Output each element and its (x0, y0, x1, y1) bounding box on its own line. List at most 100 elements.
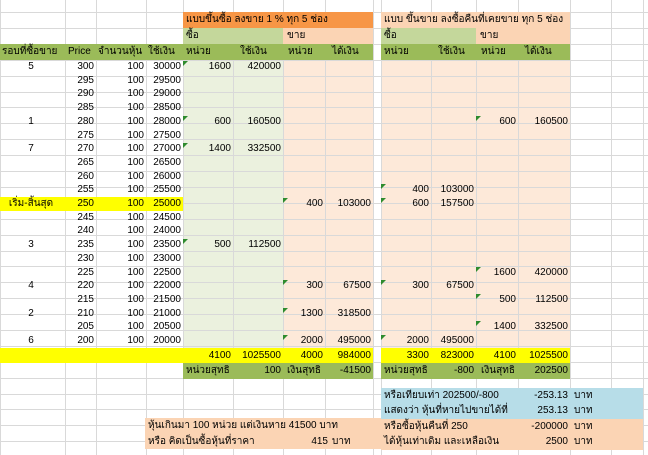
cell-comment-marker (183, 116, 188, 121)
cell-cost: 26000 (153, 171, 181, 182)
cell-lbm (233, 223, 283, 238)
note-left-2: หรือ คิดเป็นซื้อหุ้นที่ราคา (148, 436, 255, 447)
cell-lsm (325, 86, 373, 101)
grid-hline (0, 394, 648, 395)
cell-cost: 21500 (153, 294, 181, 305)
header-round: รอบที่ซื้อขาย (2, 46, 58, 57)
grid-hline (0, 409, 648, 410)
header-left-buy-spend: ใช้เงิน (240, 46, 267, 57)
grid-vline (146, 0, 147, 455)
cell-comment-marker (381, 335, 386, 340)
cell-rsu: 500 (499, 294, 516, 305)
cell-comment-marker (476, 267, 481, 272)
cell-rsu: 1400 (493, 321, 516, 332)
cell-price: 235 (77, 239, 94, 250)
cell-lsu: 300 (306, 280, 323, 291)
cell-rbm: 157500 (440, 198, 474, 209)
header-price: Price (68, 46, 91, 57)
cell-qty: 100 (127, 267, 144, 278)
cell-lsu (283, 59, 325, 74)
note-right-3-unit: บาท (574, 421, 593, 432)
cell-lsm (325, 100, 373, 115)
cell-qty: 100 (127, 335, 144, 346)
cell-lbm (233, 319, 283, 334)
total-left-buy-money: 1025500 (242, 350, 281, 361)
cell-comment-marker (283, 335, 288, 340)
cell-lsu (283, 237, 325, 252)
cell-round: 2 (28, 308, 34, 319)
left-title: แบบขึ้นซื้อ ลงขาย 1 % ทุก 5 ช่อง (186, 14, 328, 25)
header-right-buy-unit: หน่วย (384, 46, 409, 57)
grid-hline (0, 123, 648, 124)
cell-round (0, 292, 62, 307)
cell-rsu (476, 223, 518, 238)
cell-price: 275 (77, 130, 94, 141)
cell-rsu (476, 59, 518, 74)
cell-rsm (518, 155, 570, 170)
cell-price: 230 (77, 253, 94, 264)
grid-vline (476, 0, 477, 455)
grid-hline (0, 314, 648, 315)
cell-comment-marker (381, 198, 386, 203)
cell-comment-marker (183, 239, 188, 244)
cell-lsu (283, 100, 325, 115)
cell-lbu: 500 (214, 239, 231, 250)
cell-lsm: 67500 (343, 280, 371, 291)
cell-rsm (518, 278, 570, 293)
cell-rbm (431, 223, 476, 238)
cell-lbm (233, 196, 283, 211)
cell-rbu (381, 59, 431, 74)
cell-lbm (233, 333, 283, 348)
grid-hline (0, 298, 648, 299)
cell-rbu (381, 86, 431, 101)
note-right-4-value: 2500 (545, 436, 568, 447)
cell-rbm (431, 141, 476, 156)
cell-lsm: 103000 (337, 198, 371, 209)
total-right-buy-money: 823000 (440, 350, 474, 361)
grid-vline (611, 0, 612, 455)
cell-rbu (381, 114, 431, 129)
grid-hline (0, 346, 648, 347)
notes-right-peach-fill (381, 419, 643, 450)
grid-hline (0, 171, 648, 172)
right-sell-sub-bar (476, 28, 570, 44)
cell-rbm: 67500 (446, 280, 474, 291)
cell-comment-marker (183, 143, 188, 148)
cell-rsm (518, 100, 570, 115)
total-left-sell-unit: 4000 (300, 350, 323, 361)
cell-round: 4 (28, 280, 34, 291)
cell-comment-marker (283, 280, 288, 285)
cell-lsm (325, 114, 373, 129)
cell-lbm: 112500 (248, 239, 281, 250)
left-buy-sub-bar (183, 28, 283, 44)
cell-qty: 100 (127, 198, 144, 209)
grid-hline (0, 107, 648, 108)
cell-lbu (183, 333, 233, 348)
cell-qty: 100 (127, 171, 144, 182)
cell-lbu: 1400 (208, 143, 231, 154)
cell-lsu: 1300 (300, 308, 323, 319)
grid-vline (325, 0, 326, 455)
cell-round: 3 (28, 239, 34, 250)
cell-lsm (325, 155, 373, 170)
cell-price: 240 (77, 225, 94, 236)
left-sell-sub-bar (283, 28, 373, 44)
cell-rsm (518, 59, 570, 74)
net-right-money-value: 202500 (534, 365, 568, 376)
cell-rsm: 112500 (535, 294, 568, 305)
cell-rsu: 1600 (493, 267, 516, 278)
start-end-highlight (0, 197, 183, 211)
cell-lsu (283, 155, 325, 170)
cell-qty: 100 (127, 212, 144, 223)
cell-round: เริ่ม-สิ้นสุด (8, 198, 54, 209)
cell-lbm (233, 155, 283, 170)
cell-round (0, 86, 62, 101)
right-buy-sub-bar (381, 28, 476, 44)
cell-rsm (518, 141, 570, 156)
cell-round (0, 155, 62, 170)
cell-rbu: 400 (412, 184, 429, 195)
cell-rsu (476, 278, 518, 293)
grid-vline (183, 0, 184, 455)
grid-hline (0, 155, 648, 156)
cell-lsm (325, 237, 373, 252)
